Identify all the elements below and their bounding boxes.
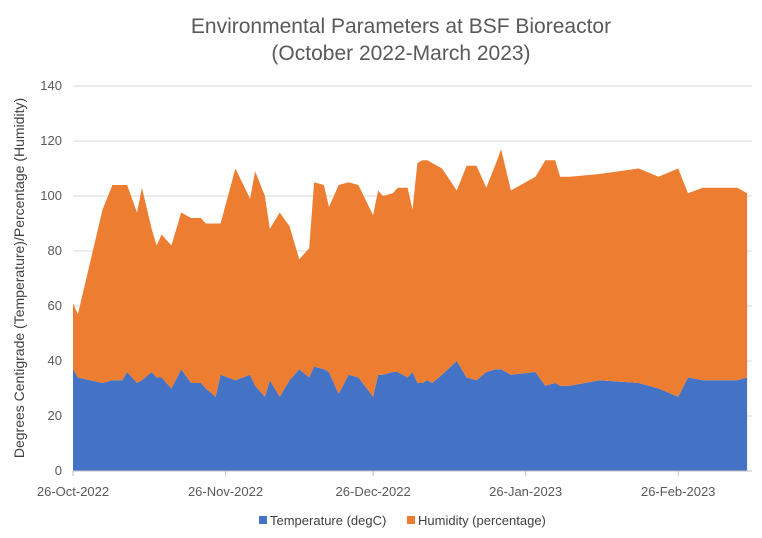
y-tick-label: 100 bbox=[40, 188, 62, 203]
y-tick-label: 80 bbox=[48, 243, 62, 258]
x-tick-labels: 26-Oct-2022 26-Nov-2022 26-Dec-2022 26-Jan-… bbox=[37, 484, 716, 499]
y-tick-label: 20 bbox=[48, 408, 62, 423]
axes bbox=[72, 470, 752, 476]
legend-swatch-temperature bbox=[259, 516, 267, 524]
x-tick-label: 26-Nov-2022 bbox=[188, 484, 263, 499]
x-tick-label: 26-Jan-2023 bbox=[489, 484, 562, 499]
chart-title-line-2: (October 2022-March 2023) bbox=[271, 42, 530, 65]
legend: Temperature (degC) Humidity (percentage) bbox=[259, 513, 546, 528]
y-tick-labels: 0 20 40 60 80 100 120 140 bbox=[40, 78, 62, 478]
legend-swatch-humidity bbox=[407, 516, 415, 524]
legend-label-temperature: Temperature (degC) bbox=[270, 513, 386, 528]
legend-label-humidity: Humidity (percentage) bbox=[418, 513, 546, 528]
y-tick-label: 140 bbox=[40, 78, 62, 93]
y-axis-title: Degrees Centigrade (Temperature)/Percent… bbox=[11, 98, 27, 458]
series-area-temperature bbox=[73, 361, 748, 471]
x-tick-label: 26-Dec-2022 bbox=[336, 484, 411, 499]
plot-areas bbox=[73, 149, 748, 471]
series-area-humidity bbox=[73, 149, 748, 397]
chart-title-line-1: Environmental Parameters at BSF Bioreact… bbox=[191, 15, 611, 38]
y-tick-label: 60 bbox=[48, 298, 62, 313]
y-tick-label: 40 bbox=[48, 353, 62, 368]
x-tick-label: 26-Oct-2022 bbox=[37, 484, 109, 499]
y-tick-label: 0 bbox=[55, 463, 62, 478]
y-tick-label: 120 bbox=[40, 133, 62, 148]
x-tick-label: 26-Feb-2023 bbox=[641, 484, 715, 499]
